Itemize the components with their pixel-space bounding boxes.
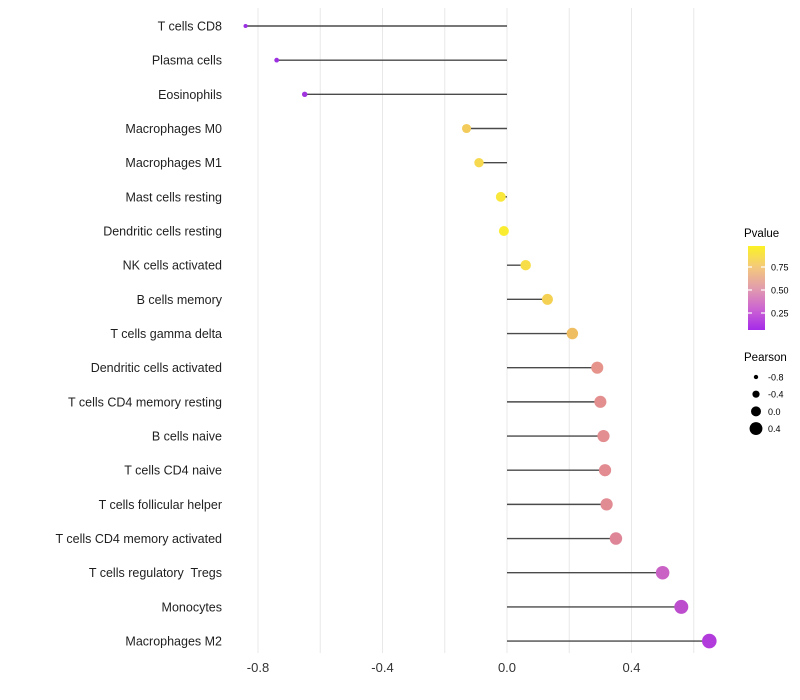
- lollipop-point: [520, 259, 531, 271]
- y-axis-label: Dendritic cells activated: [91, 361, 222, 375]
- pearson-legend-dot: [752, 390, 760, 398]
- lollipop-point: [474, 157, 484, 168]
- lollipop-point: [301, 91, 308, 98]
- lollipop-point: [594, 395, 607, 408]
- y-axis-label: Mast cells resting: [125, 190, 222, 204]
- lollipop-point: [702, 633, 717, 649]
- pearson-legend-label: 0.0: [768, 407, 781, 417]
- y-axis-label: NK cells activated: [123, 259, 222, 273]
- pearson-legend-items: -0.8 -0.4 0.0 0.4: [749, 373, 784, 436]
- colorbar-tick-label: 0.75: [771, 263, 789, 273]
- pvalue-legend: Pvalue 0.75 0.50 0.25: [744, 228, 789, 330]
- lollipop-point: [566, 327, 579, 340]
- colorbar-tick-label: 0.50: [771, 286, 789, 296]
- y-axis-label: T cells CD8: [158, 20, 222, 34]
- y-axis-label: T cells CD4 memory activated: [56, 532, 223, 546]
- pearson-legend-label: 0.4: [768, 424, 781, 434]
- lollipop-point: [609, 532, 623, 545]
- pearson-legend-dot: [753, 374, 759, 380]
- pearson-legend-title: Pearson: [744, 352, 787, 364]
- y-axis-label: Macrophages M0: [125, 122, 222, 136]
- y-axis-label: Macrophages M2: [125, 635, 222, 649]
- pearson-legend: Pearson -0.8 -0.4 0.0 0.4: [744, 352, 787, 436]
- y-axis-label: T cells regulatory Tregs: [89, 566, 222, 580]
- lollipop-point: [598, 464, 612, 477]
- pvalue-colorbar-ticks: 0.75 0.50 0.25: [748, 263, 789, 319]
- lollipop-point: [498, 226, 509, 236]
- stem-layer: [245, 25, 710, 642]
- lollipop-point: [591, 361, 604, 374]
- lollipop-point: [597, 429, 610, 443]
- x-axis-tick-label: 0.4: [622, 660, 640, 675]
- y-axis-label: Macrophages M1: [125, 156, 222, 170]
- x-axis-tick-label: -0.8: [247, 660, 269, 675]
- lollipop-point: [542, 293, 553, 305]
- lollipop-point: [461, 123, 472, 134]
- lollipop-point: [495, 191, 506, 202]
- colorbar-tick-label: 0.25: [771, 309, 789, 319]
- lollipop-point: [600, 498, 613, 511]
- lollipop-point: [274, 57, 280, 63]
- y-axis-label: Plasma cells: [152, 54, 222, 68]
- pearson-legend-label: -0.8: [768, 373, 784, 383]
- x-axis-tick-label: -0.4: [371, 660, 393, 675]
- y-axis-label: T cells CD4 memory resting: [68, 395, 222, 409]
- y-axis-label: B cells memory: [137, 293, 223, 307]
- y-axis-label: T cells CD4 naive: [124, 464, 222, 478]
- y-axis-label: Monocytes: [162, 600, 222, 614]
- y-axis-label: Dendritic cells resting: [103, 225, 222, 239]
- y-axis-label: T cells gamma delta: [110, 327, 222, 341]
- pearson-legend-dot: [751, 406, 761, 417]
- lollipop-point: [655, 565, 670, 580]
- pvalue-colorbar: [748, 246, 765, 330]
- lollipop-point: [243, 23, 248, 29]
- x-axis-tick-label: 0.0: [498, 660, 516, 675]
- pearson-legend-label: -0.4: [768, 390, 784, 400]
- y-axis-labels: T cells CD8 Plasma cells Eosinophils Macrop…: [56, 20, 223, 649]
- grid-layer: [257, 8, 695, 653]
- x-axis-labels: -0.8 -0.4 0.0 0.4: [247, 660, 641, 675]
- pvalue-legend-title: Pvalue: [744, 228, 779, 240]
- pearson-legend-dot: [749, 422, 763, 436]
- y-axis-label: Eosinophils: [158, 88, 222, 102]
- y-axis-label: T cells follicular helper: [99, 498, 222, 512]
- y-axis-label: B cells naive: [152, 430, 222, 444]
- lollipop-point: [674, 599, 689, 614]
- point-layer: [243, 23, 717, 649]
